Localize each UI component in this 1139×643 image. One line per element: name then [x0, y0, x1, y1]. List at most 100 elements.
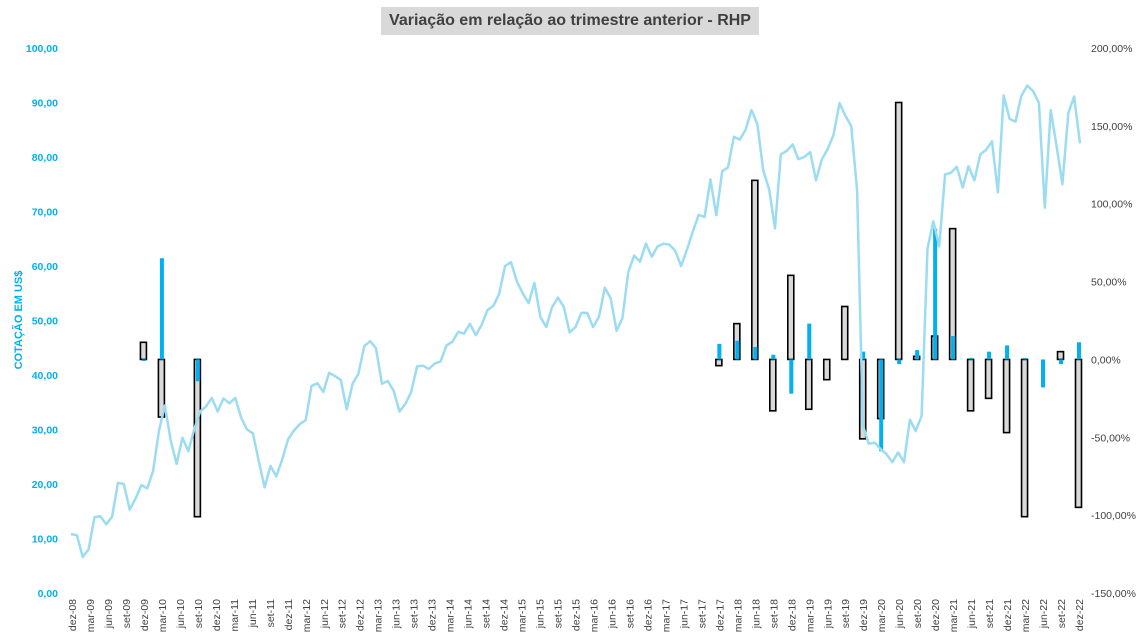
- x-tick-label: jun-09: [103, 599, 115, 629]
- bar-blue: [1041, 359, 1046, 388]
- y-tick-label: 10,00: [32, 534, 58, 546]
- chart-title-box: Variação em relação ao trimestre anterio…: [381, 7, 759, 35]
- x-tick-label: set-13: [409, 599, 421, 628]
- y2-tick-label: 150,00%: [1091, 121, 1132, 133]
- x-tick-label: mar-11: [229, 599, 241, 632]
- y2-tick-label: -150,00%: [1091, 588, 1136, 600]
- bar-gray: [139, 341, 148, 361]
- y-tick-label: 80,00: [32, 152, 58, 164]
- chart-title: Variação em relação ao trimestre anterio…: [389, 12, 751, 29]
- x-tick-label: mar-12: [301, 599, 313, 632]
- x-tick-label: mar-17: [660, 599, 672, 632]
- bar-blue: [195, 359, 200, 382]
- y-tick-label: 100,00: [26, 43, 58, 55]
- x-tick-label: mar-16: [588, 599, 600, 632]
- x-tick-label: set-19: [840, 599, 852, 628]
- x-tick-label: set-20: [912, 599, 924, 628]
- x-tick-label: jun-16: [606, 599, 618, 629]
- bar-blue: [897, 359, 902, 365]
- bar-gray: [715, 358, 723, 367]
- y-tick-label: 70,00: [32, 207, 58, 219]
- x-tick-label: jun-15: [535, 599, 547, 629]
- y2-tick-label: -100,00%: [1091, 510, 1136, 522]
- x-tick-label: dez-12: [355, 599, 367, 631]
- y2-tick-label: 200,00%: [1091, 43, 1132, 55]
- bar-gray: [193, 358, 202, 518]
- price-line-series: [70, 84, 1082, 559]
- bar-gray: [966, 358, 975, 412]
- bar-gray: [804, 358, 813, 411]
- x-tick-label: set-14: [481, 599, 493, 628]
- bar-gray: [840, 305, 849, 361]
- bar-blue: [789, 359, 794, 394]
- x-tick-label: mar-21: [948, 599, 960, 632]
- x-tick-label: jun-20: [894, 599, 906, 629]
- bar-blue: [987, 351, 992, 360]
- x-tick-label: set-18: [768, 599, 780, 628]
- x-tick-label: jun-21: [966, 599, 978, 629]
- x-tick-label: set-11: [265, 599, 277, 628]
- x-tick-label: mar-15: [517, 599, 529, 632]
- x-tick-label: jun-14: [463, 599, 475, 629]
- x-tick-label: set-16: [624, 599, 636, 628]
- y2-tick-label: 50,00%: [1091, 277, 1127, 289]
- x-tick-label: jun-13: [391, 599, 403, 629]
- y-tick-label: 40,00: [32, 370, 58, 382]
- x-tick-label: jun-10: [175, 599, 187, 629]
- x-tick-label: jun-18: [750, 599, 762, 629]
- x-axis-ticks: dez-08 mar-09 jun-09 set-09 dez-09 mar-10 jun-…: [67, 599, 1086, 632]
- x-tick-label: dez-10: [211, 599, 223, 631]
- bar-blue: [861, 351, 866, 360]
- y-axis-label: COTAÇÃO EM US$: [12, 271, 25, 370]
- x-tick-label: jun-22: [1038, 599, 1050, 629]
- x-tick-label: set-09: [121, 599, 133, 628]
- x-tick-label: set-22: [1056, 599, 1068, 628]
- x-tick-label: dez-08: [67, 599, 79, 631]
- bar-blue: [735, 340, 740, 360]
- price-line: [70, 84, 1082, 559]
- x-tick-label: dez-20: [930, 599, 942, 631]
- bar-gray: [1020, 358, 1029, 518]
- bar-gray: [822, 358, 831, 381]
- x-tick-label: dez-11: [283, 599, 295, 630]
- x-tick-label: dez-14: [499, 599, 511, 631]
- y-tick-label: 90,00: [32, 98, 58, 110]
- bar-gray: [1002, 358, 1011, 434]
- x-tick-label: set-12: [337, 599, 349, 628]
- x-tick-label: mar-09: [85, 599, 97, 632]
- bar-blue: [1077, 342, 1081, 360]
- y-axis-ticks: 0,00 10,00 20,00 30,00 40,00 50,00 60,00 70,00 8…: [26, 43, 58, 600]
- x-tick-label: dez-18: [786, 599, 798, 631]
- bar-blue: [933, 228, 938, 360]
- x-tick-label: mar-20: [876, 599, 888, 632]
- bar-blue: [717, 343, 722, 360]
- bar-series: [139, 101, 1083, 518]
- x-tick-label: mar-19: [804, 599, 816, 632]
- x-tick-label: dez-17: [714, 599, 726, 631]
- bar-blue: [1059, 359, 1064, 365]
- bar-gray: [894, 101, 903, 361]
- x-tick-label: jun-11: [247, 599, 259, 629]
- y2-tick-label: -50,00%: [1091, 432, 1130, 444]
- bar-gray: [751, 179, 759, 361]
- x-tick-label: mar-14: [445, 599, 457, 632]
- x-tick-label: mar-18: [732, 599, 744, 632]
- y-tick-label: 50,00: [32, 316, 58, 328]
- y-tick-label: 20,00: [32, 479, 58, 491]
- y2-tick-label: 0,00%: [1091, 354, 1121, 366]
- bar-blue: [879, 359, 884, 452]
- x-tick-label: dez-16: [642, 599, 654, 631]
- x-tick-label: dez-15: [571, 599, 583, 631]
- bar-blue: [1005, 345, 1010, 360]
- bar-gray: [786, 274, 795, 361]
- bar-blue: [771, 354, 776, 360]
- y2-tick-label: 100,00%: [1091, 199, 1132, 211]
- bar-blue: [141, 359, 146, 361]
- x-tick-label: dez-19: [858, 599, 870, 631]
- bar-blue: [969, 357, 974, 360]
- bar-gray: [984, 358, 993, 400]
- bar-blue: [753, 346, 758, 360]
- bar-blue: [951, 336, 956, 360]
- x-tick-label: mar-13: [373, 599, 385, 632]
